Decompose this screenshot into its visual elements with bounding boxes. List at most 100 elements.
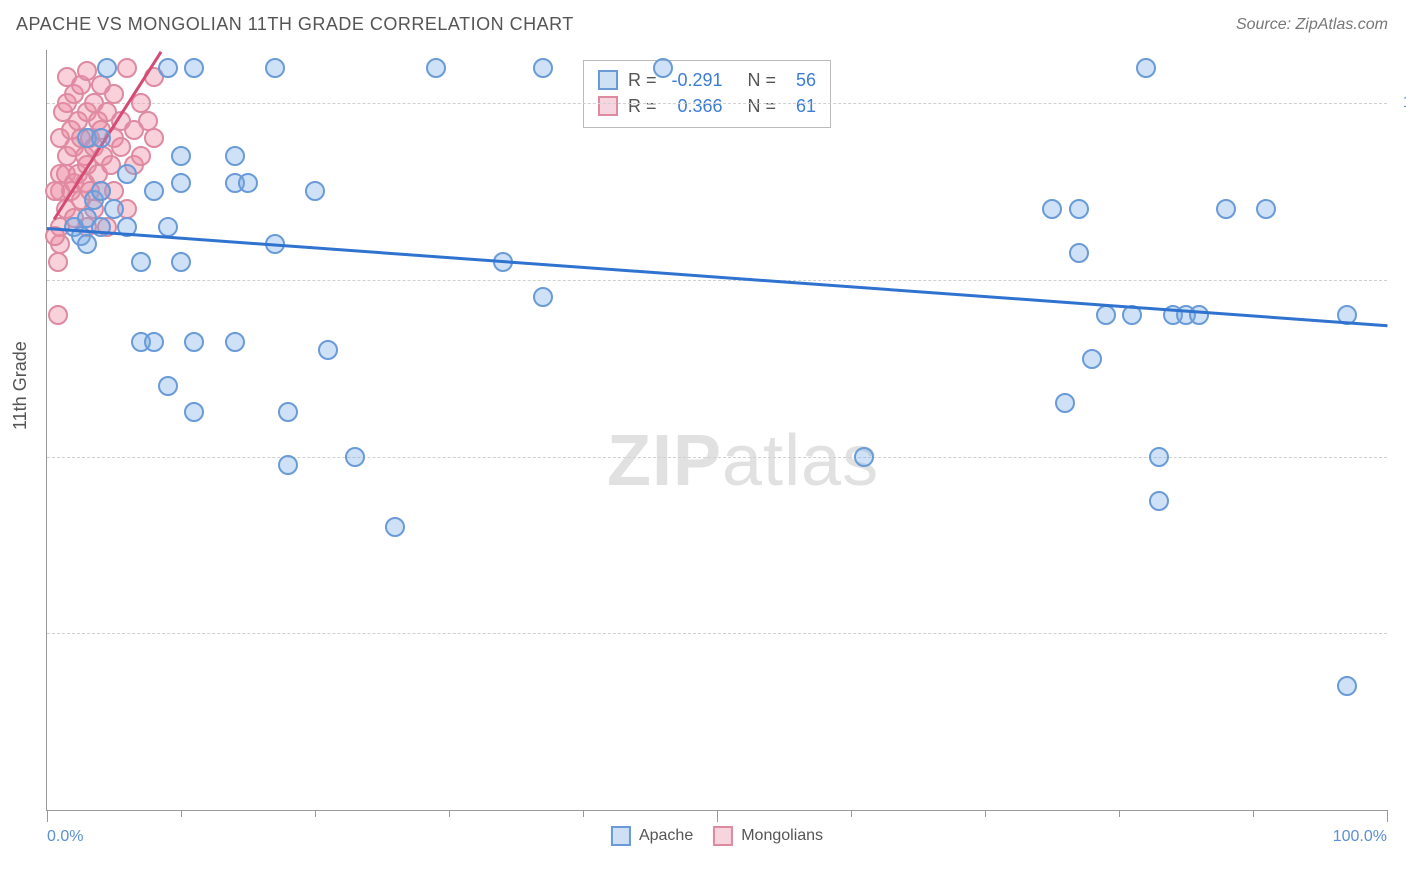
x-tick [181, 810, 182, 817]
apache-point [653, 58, 673, 78]
y-axis-label: 11th Grade [10, 341, 31, 430]
r-value: 0.366 [667, 96, 723, 117]
apache-point [1256, 199, 1276, 219]
apache-point [238, 173, 258, 193]
y-tick-label: 70.0% [1397, 624, 1406, 642]
watermark: ZIPatlas [607, 420, 879, 502]
mongolians-point [111, 137, 131, 157]
x-tick [985, 810, 986, 817]
apache-point [144, 181, 164, 201]
apache-point [345, 447, 365, 467]
apache-point [91, 181, 111, 201]
apache-point [278, 455, 298, 475]
y-tick-label: 100.0% [1397, 94, 1406, 112]
apache-point [1096, 305, 1116, 325]
y-tick-label: 90.0% [1397, 271, 1406, 289]
n-value: 61 [786, 96, 816, 117]
x-tick-label: 0.0% [47, 828, 83, 846]
apache-point [184, 332, 204, 352]
x-tick [1119, 810, 1120, 817]
apache-point [117, 164, 137, 184]
apache-point [184, 402, 204, 422]
apache-point [158, 58, 178, 78]
mongolians-point [144, 128, 164, 148]
gridline [47, 457, 1387, 458]
apache-point [225, 146, 245, 166]
x-tick [1253, 810, 1254, 817]
apache-point [278, 402, 298, 422]
legend-label: Apache [639, 827, 693, 845]
legend-item-apache: Apache [611, 826, 693, 846]
n-label: N = [748, 70, 777, 91]
mongolians-point [45, 181, 65, 201]
n-label: N = [748, 96, 777, 117]
apache-point [854, 447, 874, 467]
mongolians-point [104, 84, 124, 104]
apache-point [91, 128, 111, 148]
scatter-plot-area: ZIPatlas R = -0.291 N = 56 R = 0.366 N =… [46, 50, 1387, 811]
gridline [47, 103, 1387, 104]
r-value: -0.291 [667, 70, 723, 91]
mongolians-point [117, 58, 137, 78]
gridline [47, 280, 1387, 281]
x-tick-label: 100.0% [1333, 828, 1387, 846]
apache-point [318, 340, 338, 360]
apache-point [225, 332, 245, 352]
apache-point [265, 58, 285, 78]
r-label: R = [628, 70, 657, 91]
x-tick [47, 810, 48, 822]
x-tick [449, 810, 450, 817]
apache-point [305, 181, 325, 201]
apache-point [533, 287, 553, 307]
mongolians-point [48, 252, 68, 272]
chart-title: APACHE VS MONGOLIAN 11TH GRADE CORRELATI… [16, 14, 574, 35]
apache-point [1216, 199, 1236, 219]
mongolians-swatch-icon [598, 96, 618, 116]
mongolians-point [48, 305, 68, 325]
apache-point [1136, 58, 1156, 78]
apache-point [1069, 243, 1089, 263]
apache-point [77, 234, 97, 254]
apache-point [533, 58, 553, 78]
apache-trendline [47, 227, 1387, 327]
apache-point [131, 252, 151, 272]
apache-point [1189, 305, 1209, 325]
stats-row-mongolians: R = 0.366 N = 61 [598, 93, 816, 119]
apache-point [1042, 199, 1062, 219]
apache-point [1082, 349, 1102, 369]
apache-point [1149, 491, 1169, 511]
correlation-stats-legend: R = -0.291 N = 56 R = 0.366 N = 61 [583, 60, 831, 128]
legend-item-mongolians: Mongolians [713, 826, 823, 846]
watermark-bold: ZIP [607, 421, 722, 501]
apache-point [1069, 199, 1089, 219]
n-value: 56 [786, 70, 816, 91]
apache-swatch-icon [611, 826, 631, 846]
apache-point [1149, 447, 1169, 467]
apache-point [97, 58, 117, 78]
x-tick [583, 810, 584, 817]
apache-swatch-icon [598, 70, 618, 90]
apache-point [1337, 676, 1357, 696]
apache-point [158, 217, 178, 237]
apache-point [171, 173, 191, 193]
series-legend: Apache Mongolians [611, 826, 823, 846]
x-tick [1387, 810, 1388, 822]
y-tick-label: 80.0% [1397, 448, 1406, 466]
x-tick [315, 810, 316, 817]
gridline [47, 633, 1387, 634]
apache-point [426, 58, 446, 78]
apache-point [171, 252, 191, 272]
apache-point [144, 332, 164, 352]
apache-point [158, 376, 178, 396]
apache-point [385, 517, 405, 537]
apache-point [171, 146, 191, 166]
x-tick [717, 810, 718, 822]
mongolians-swatch-icon [713, 826, 733, 846]
mongolians-point [131, 146, 151, 166]
r-label: R = [628, 96, 657, 117]
apache-point [184, 58, 204, 78]
apache-point [104, 199, 124, 219]
x-tick [851, 810, 852, 817]
source-label: Source: ZipAtlas.com [1236, 16, 1388, 34]
stats-row-apache: R = -0.291 N = 56 [598, 67, 816, 93]
